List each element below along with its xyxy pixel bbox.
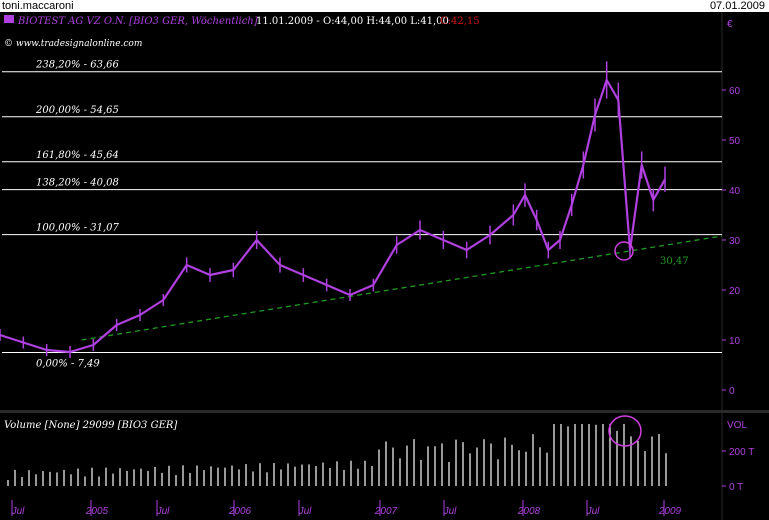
volume-y-tick-label: 200 T [729, 447, 754, 458]
header-date: 07.01.2009 [709, 0, 765, 12]
x-tick-label: 2009 [658, 506, 682, 517]
x-tick-label: Jul [11, 506, 26, 517]
y-tick-label: 20 [729, 286, 741, 297]
window-title-bar: toni.maccaroni 07.01.2009 [0, 0, 769, 12]
instrument-title: BIOTEST AG VZ O.N. [BIO3 GER, Wöchentlic… [17, 16, 258, 27]
x-tick-label: Jul [156, 506, 171, 517]
price-series [0, 61, 666, 358]
trendline-label: 30,47 [660, 256, 689, 267]
y-tick-label: 60 [729, 86, 741, 97]
price-line [0, 78, 666, 354]
series-swatch-icon [4, 15, 14, 23]
x-tick-label: 2006 [228, 506, 252, 517]
fib-label: 200,00% - 54,65 [35, 105, 119, 116]
y-tick-label: 0 [729, 386, 735, 397]
volume-title: Volume [None] 29099 [BIO3 GER] [4, 420, 177, 431]
x-tick-label: 2008 [517, 506, 541, 517]
price-panel-bg [0, 12, 722, 410]
volume-panel-bg [0, 413, 722, 520]
y-tick-label: 50 [729, 136, 741, 147]
x-tick-label: 2007 [374, 506, 398, 517]
currency-label: € [727, 19, 733, 30]
close-value: C:42,15 [440, 16, 480, 27]
low-highlight-circle [614, 241, 634, 261]
volume-y-tick-label: 0 T [729, 482, 743, 493]
x-tick-label: Jul [298, 506, 313, 517]
x-tick-label: Jul [443, 506, 458, 517]
y-tick-label: 30 [729, 236, 741, 247]
fib-label: 138,20% - 40,08 [36, 178, 119, 189]
x-tick-label: 2005 [85, 506, 109, 517]
volume-axis-label: VOL [727, 420, 747, 431]
volume-axis: 0 T 200 T [722, 447, 754, 493]
ohlc-readout: 11.01.2009 - O:44,00 H:44,00 L:41,00 [256, 16, 449, 27]
price-axis: 0 10 20 30 40 50 60 [722, 86, 741, 397]
time-axis: Jul 2005 Jul 2006 Jul 2007 Jul 2008 Jul 2009 [11, 500, 682, 517]
volume-bars [7, 424, 667, 486]
fibonacci-levels: 238,20% - 63,66 200,00% - 54,65 161,80% - … [2, 60, 722, 370]
fib-label: 0,00% - 7,49 [36, 359, 100, 370]
fib-label: 161,80% - 45,64 [36, 150, 119, 161]
stock-chart: BIOTEST AG VZ O.N. [BIO3 GER, Wöchentlic… [0, 12, 769, 520]
volume-highlight-circle [608, 415, 642, 447]
panel-separator [0, 410, 769, 413]
y-tick-label: 40 [729, 186, 741, 197]
user-name: toni.maccaroni [2, 0, 74, 12]
fib-label: 238,20% - 63,66 [35, 60, 119, 71]
y-tick-label: 10 [729, 336, 741, 347]
copyright-text: © www.tradesignalonline.com [4, 39, 142, 49]
x-tick-label: Jul [586, 506, 601, 517]
fib-label: 100,00% - 31,07 [36, 223, 119, 234]
